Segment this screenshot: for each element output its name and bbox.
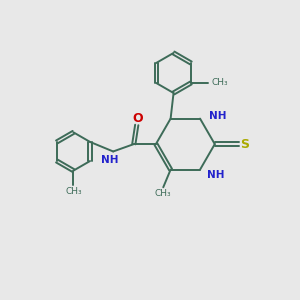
Text: O: O [132, 112, 143, 125]
Text: S: S [240, 138, 249, 151]
Text: CH₃: CH₃ [212, 79, 228, 88]
Text: CH₃: CH₃ [155, 189, 172, 198]
Text: NH: NH [207, 170, 225, 180]
Text: NH: NH [209, 111, 227, 121]
Text: NH: NH [101, 155, 119, 165]
Text: CH₃: CH₃ [65, 187, 82, 196]
